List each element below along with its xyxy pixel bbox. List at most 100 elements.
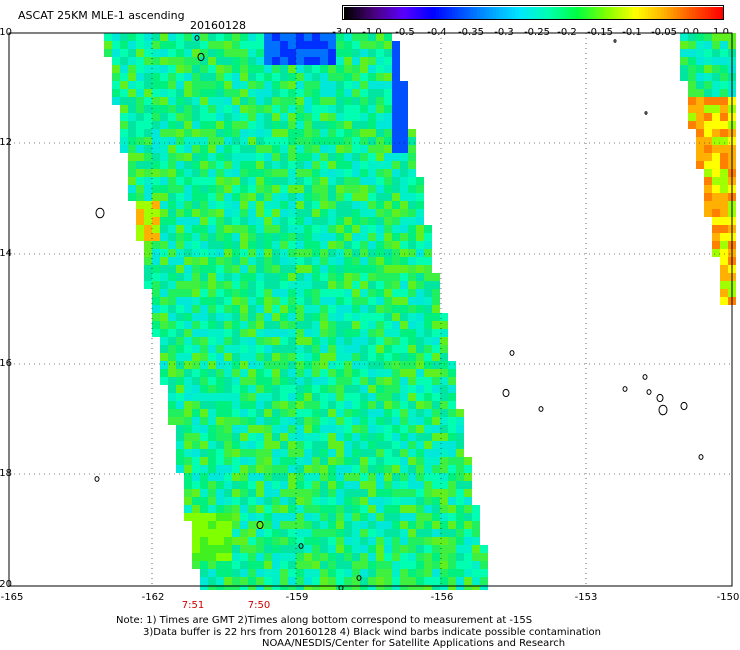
island-outline	[94, 476, 100, 482]
swath-cell	[120, 137, 128, 145]
swath-cell	[328, 137, 336, 145]
swath-cell	[376, 33, 384, 41]
swath-cell	[344, 521, 352, 529]
swath-cell	[344, 73, 352, 81]
swath-cell	[320, 545, 328, 553]
swath-cell	[264, 433, 272, 441]
swath-cell	[424, 377, 432, 385]
swath-cell	[224, 289, 232, 297]
swath-cell	[376, 537, 384, 545]
swath-cell	[696, 81, 704, 89]
swath-cell	[216, 465, 224, 473]
swath-cell	[120, 81, 128, 89]
colorbar-segment	[546, 7, 551, 19]
swath-cell	[304, 57, 312, 65]
swath-cell	[248, 41, 256, 49]
swath-cell	[352, 465, 360, 473]
swath-cell	[400, 505, 408, 513]
swath-cell	[160, 313, 168, 321]
swath-cell	[368, 73, 376, 81]
swath-cell	[720, 225, 728, 233]
swath-cell	[312, 297, 320, 305]
swath-cell	[176, 97, 184, 105]
swath-cell	[144, 201, 152, 209]
swath-cell	[696, 121, 704, 129]
swath-cell	[448, 441, 456, 449]
swath-cell	[312, 393, 320, 401]
swath-cell	[424, 425, 432, 433]
swath-cell	[448, 385, 456, 393]
swath-cell	[392, 401, 400, 409]
swath-cell	[344, 529, 352, 537]
swath-cell	[368, 337, 376, 345]
swath-cell	[408, 313, 416, 321]
swath-cell	[368, 193, 376, 201]
swath-cell	[200, 217, 208, 225]
swath-cell	[400, 233, 408, 241]
swath-cell	[312, 41, 320, 49]
swath-cell	[312, 89, 320, 97]
swath-cell	[208, 105, 216, 113]
swath-cell	[312, 161, 320, 169]
swath-cell	[368, 393, 376, 401]
swath-cell	[304, 345, 312, 353]
swath-cell	[184, 81, 192, 89]
swath-cell	[296, 329, 304, 337]
swath-cell	[288, 465, 296, 473]
swath-cell	[176, 217, 184, 225]
swath-cell	[288, 425, 296, 433]
swath-cell	[328, 113, 336, 121]
swath-cell	[472, 505, 480, 513]
swath-cell	[120, 89, 128, 97]
colorbar-segment	[686, 7, 690, 19]
swath-cell	[168, 305, 176, 313]
swath-cell	[264, 345, 272, 353]
swath-cell	[296, 177, 304, 185]
swath-cell	[208, 73, 216, 81]
swath-cell	[480, 577, 488, 585]
swath-cell	[288, 225, 296, 233]
swath-cell	[264, 81, 272, 89]
swath-cell	[440, 441, 448, 449]
swath-cell	[400, 169, 408, 177]
swath-cell	[272, 353, 280, 361]
swath-cell	[152, 297, 160, 305]
swath-cell	[232, 249, 240, 257]
swath-cell	[288, 265, 296, 273]
swath-cell	[448, 361, 456, 369]
swath-cell	[256, 161, 264, 169]
swath-cell	[264, 33, 272, 41]
swath-cell	[408, 577, 416, 585]
swath-cell	[216, 585, 224, 590]
swath-cell	[288, 121, 296, 129]
swath-cell	[400, 305, 408, 313]
lat-label-18: -18	[0, 468, 12, 479]
swath-cell	[224, 569, 232, 577]
swath-cell	[360, 505, 368, 513]
swath-cell	[144, 185, 152, 193]
swath-cell	[144, 65, 152, 73]
swath-cell	[160, 345, 168, 353]
swath-cell	[704, 177, 712, 185]
swath-cell	[336, 49, 344, 57]
swath-cell	[400, 337, 408, 345]
swath-cell	[336, 161, 344, 169]
swath-cell	[384, 521, 392, 529]
swath-cell	[304, 121, 312, 129]
swath-cell	[232, 393, 240, 401]
swath-cell	[104, 49, 112, 57]
swath-cell	[192, 497, 200, 505]
swath-cell	[208, 401, 216, 409]
swath-cell	[184, 33, 192, 41]
colorbar-segment	[508, 7, 513, 19]
colorbar-segment	[448, 7, 453, 19]
swath-cell	[232, 185, 240, 193]
swath-cell	[312, 457, 320, 465]
swath-cell	[472, 513, 480, 521]
swath-cell	[216, 81, 224, 89]
swath-cell	[296, 113, 304, 121]
swath-cell	[416, 537, 424, 545]
swath-cell	[176, 305, 184, 313]
swath-cell	[328, 537, 336, 545]
scatterometer-map	[8, 32, 736, 590]
